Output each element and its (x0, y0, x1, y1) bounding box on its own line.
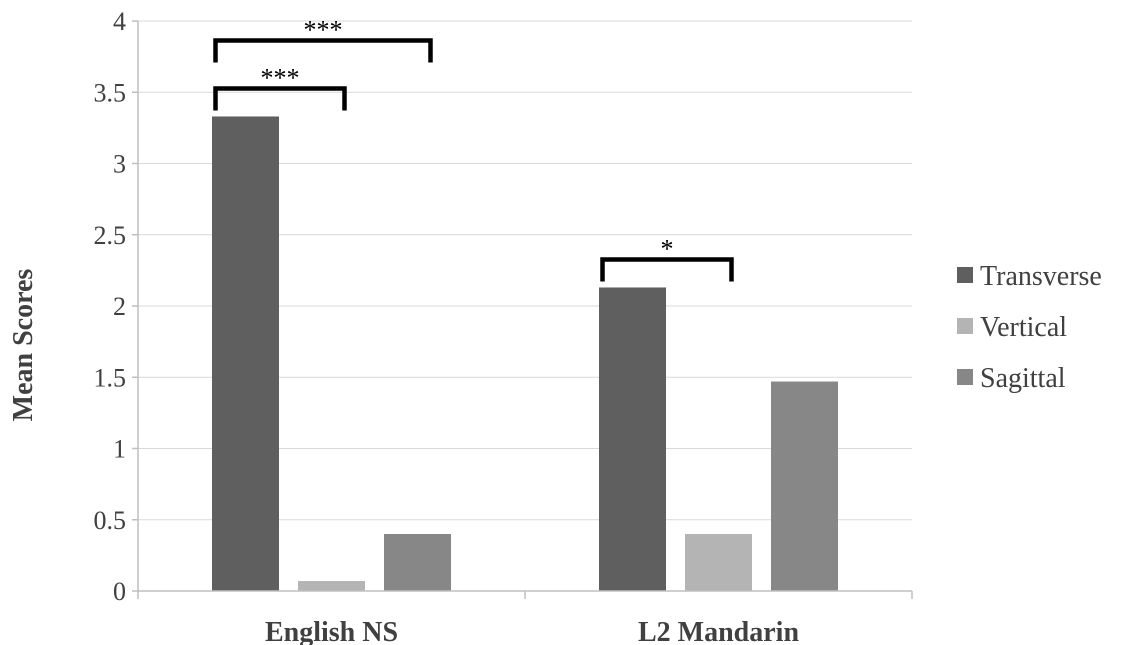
significance-annotations: ******* (213, 15, 734, 282)
legend-item-transverse: Transverse (957, 261, 1102, 292)
significance-bracket: * (600, 234, 734, 282)
y-tick-label: 1.5 (94, 363, 127, 392)
significance-label: * (661, 234, 674, 263)
legend-label: Sagittal (980, 363, 1066, 394)
y-tick-label: 0.5 (94, 506, 127, 535)
significance-bracket: *** (213, 15, 433, 63)
bar-vertical-english-ns (298, 581, 365, 591)
y-tick-label: 3.5 (94, 78, 127, 107)
bracket-line (213, 86, 347, 111)
bar-sagittal-l2-mandarin (771, 381, 838, 591)
legend: Transverse Vertical Sagittal (957, 261, 1102, 394)
bar-transverse-l2-mandarin (599, 287, 666, 591)
bar-vertical-l2-mandarin (685, 534, 752, 591)
legend-swatch (957, 369, 973, 385)
significance-label: *** (304, 15, 343, 44)
y-tick-label: 2 (113, 292, 126, 321)
legend-swatch (957, 267, 973, 283)
x-category-label: L2 Mandarin (638, 617, 799, 645)
bracket-line (213, 38, 433, 63)
significance-label: *** (261, 63, 300, 92)
y-tick-label: 3 (113, 150, 126, 179)
legend-label: Vertical (980, 312, 1067, 343)
x-category-label: English NS (265, 617, 398, 645)
bar-transverse-english-ns (212, 116, 279, 591)
y-axis-title: Mean Scores (8, 269, 39, 422)
legend-swatch (957, 318, 973, 334)
bars (212, 116, 838, 591)
axes: 0 0.5 1 1.5 2 2.5 3 3.5 4 English NS L2 Mandarin (94, 7, 913, 645)
y-tick-label: 1 (113, 435, 126, 464)
legend-label: Transverse (980, 261, 1102, 292)
significance-bracket: *** (213, 63, 347, 111)
y-tick-label: 0 (113, 577, 126, 606)
legend-item-vertical: Vertical (957, 312, 1067, 343)
y-tick-label: 2.5 (94, 221, 127, 250)
y-tick-label: 4 (113, 7, 126, 36)
bar-sagittal-english-ns (384, 534, 451, 591)
legend-item-sagittal: Sagittal (957, 363, 1066, 394)
bracket-line (600, 257, 734, 282)
